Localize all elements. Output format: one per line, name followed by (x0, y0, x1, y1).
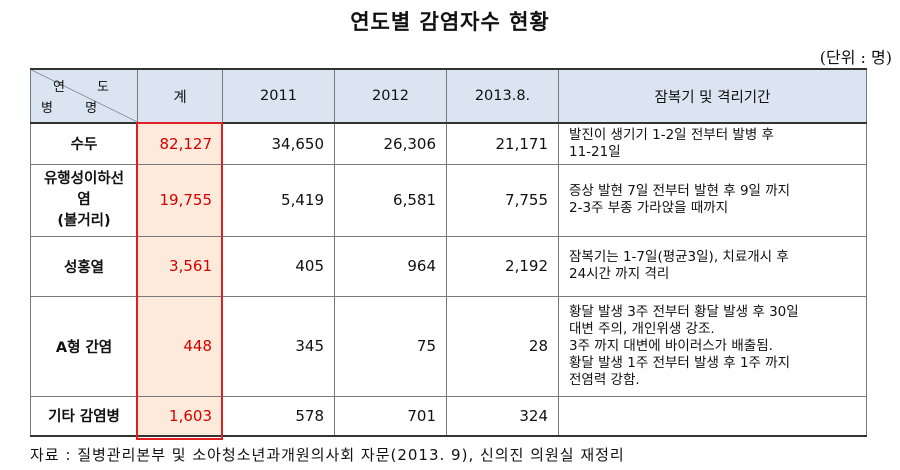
page-title: 연도별 감염자수 현황 (350, 9, 550, 34)
header-2011: 2011 (222, 68, 335, 124)
note-line: 증상 발현 7일 전부터 발현 후 9일 까지 (569, 183, 791, 199)
value-2013: 28 (446, 295, 559, 397)
incubation-note: 잠복기는 1-7일(평균3일), 치료개시 후 24시간 까지 격리 (558, 235, 867, 297)
value-2012: 26,306 (334, 122, 447, 165)
value-2011: 345 (222, 295, 335, 397)
value-2012: 6,581 (334, 163, 447, 237)
note-line: 대변 주의, 개인위생 강조. (569, 320, 715, 337)
infection-table: 연 도 병 명 계 2011 2012 2013.8. 잠복기 및 격리기간 수… (30, 68, 867, 437)
total-cell: 448 (137, 295, 223, 397)
disease-name-line: 유행성이하선 (43, 170, 125, 187)
note-line: 잠복기는 1-7일(평균3일), 치료개시 후 (569, 249, 789, 265)
note-line: 11-21일 (569, 143, 621, 160)
value-2011: 578 (222, 395, 335, 437)
header-2013: 2013.8. (446, 68, 559, 124)
value-2013: 2,192 (446, 235, 559, 297)
table-row: 기타 감염병 1,603 578 701 324 (30, 395, 867, 437)
value-2013: 7,755 (446, 163, 559, 237)
header-incubation: 잠복기 및 격리기간 (558, 68, 867, 124)
value-2013: 21,171 (446, 122, 559, 165)
header-total: 계 (137, 68, 223, 124)
disease-name-line: 염 (77, 191, 91, 208)
source-note: 자료 : 질병관리본부 및 소아청소년과개원의사회 자문(2013. 9), 신… (30, 446, 625, 464)
corner-year-label: 연 도 (52, 80, 123, 95)
note-line: 3주 까지 대변에 바이러스가 배출됨. (569, 337, 773, 354)
note-line: 2-3주 부종 가라앉을 때까지 (569, 200, 729, 216)
disease-name: 성홍열 (30, 235, 138, 297)
incubation-note: 황달 발생 3주 전부터 황달 발생 후 30일 대변 주의, 개인위생 강조.… (558, 295, 867, 397)
table-row: A형 간염 448 345 75 28 황달 발생 3주 전부터 황달 발생 후… (30, 295, 867, 397)
value-2011: 5,419 (222, 163, 335, 237)
disease-name: 기타 감염병 (30, 395, 138, 437)
disease-name-line: (볼거리) (57, 212, 111, 229)
header-row: 연 도 병 명 계 2011 2012 2013.8. 잠복기 및 격리기간 (30, 68, 867, 124)
value-2011: 34,650 (222, 122, 335, 165)
total-cell: 3,561 (137, 235, 223, 297)
disease-name: 유행성이하선 염 (볼거리) (30, 163, 138, 237)
table-row: 성홍열 3,561 405 964 2,192 잠복기는 1-7일(평균3일),… (30, 235, 867, 297)
total-cell: 1,603 (137, 395, 223, 437)
header-2012: 2012 (334, 68, 447, 124)
note-line: 발진이 생기기 1-2일 전부터 발병 후 (569, 126, 774, 143)
corner-header: 연 도 병 명 (30, 68, 138, 124)
disease-name: A형 간염 (30, 295, 138, 397)
total-cell: 19,755 (137, 163, 223, 237)
value-2012: 964 (334, 235, 447, 297)
incubation-note: 발진이 생기기 1-2일 전부터 발병 후 11-21일 (558, 122, 867, 165)
disease-name: 수두 (30, 122, 138, 165)
value-2011: 405 (222, 235, 335, 297)
note-line: 황달 발생 3주 전부터 황달 발생 후 30일 (569, 303, 799, 320)
note-line: 황달 발생 1주 전부터 발생 후 1주 까지 (569, 354, 791, 371)
incubation-note: 증상 발현 7일 전부터 발현 후 9일 까지 2-3주 부종 가라앉을 때까지 (558, 163, 867, 237)
note-line: 전염력 강함. (569, 371, 640, 388)
total-cell: 82,127 (137, 122, 223, 165)
table-row: 수두 82,127 34,650 26,306 21,171 발진이 생기기 1… (30, 122, 867, 165)
value-2012: 701 (334, 395, 447, 437)
value-2013: 324 (446, 395, 559, 437)
value-2012: 75 (334, 295, 447, 397)
unit-label: (단위 : 명) (819, 48, 892, 67)
corner-disease-label: 병 명 (41, 101, 112, 116)
incubation-note (558, 395, 867, 437)
table-row: 유행성이하선 염 (볼거리) 19,755 5,419 6,581 7,755 … (30, 163, 867, 237)
note-line: 24시간 까지 격리 (569, 266, 670, 282)
